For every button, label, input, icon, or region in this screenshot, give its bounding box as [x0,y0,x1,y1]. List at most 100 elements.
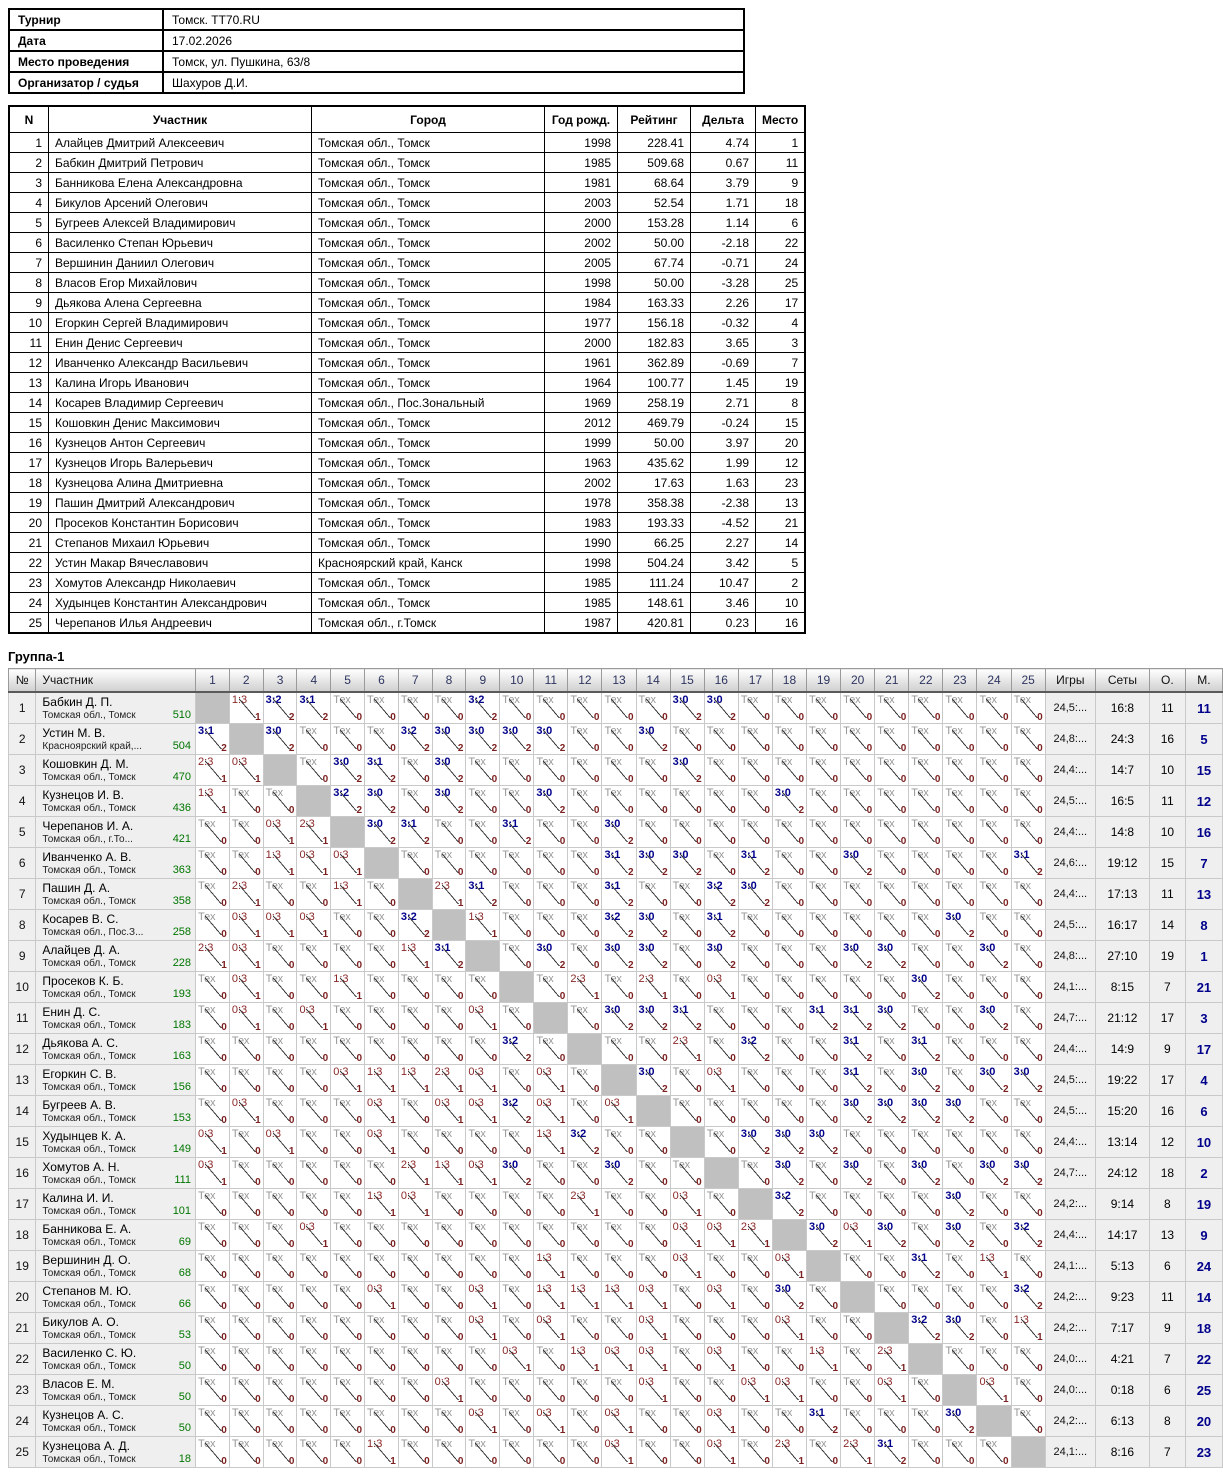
result-cell: Тех0 [330,1250,366,1282]
result-slash [306,1132,324,1152]
result-slash [238,946,256,966]
result-cell: Тех0 [601,1312,637,1344]
result-points: 0 [288,1084,295,1095]
result-points: 2 [457,805,464,816]
result-slash [747,1442,765,1462]
participant-cell: 3 [8,172,49,193]
result-slash [374,1008,392,1028]
diagonal-cell [806,1250,842,1282]
player-region: Томская обл., Томск [42,1143,136,1155]
result-cell: 3:12 [703,909,739,941]
result-slash [781,1132,799,1152]
result-slash [272,1132,290,1152]
participant-cell: Томская обл., Томск [311,192,545,213]
diagonal-cell [465,940,501,972]
result-slash [340,1039,358,1059]
result-slash [679,822,697,842]
result-slash [509,1442,527,1462]
crosstable-opponent-header: 24 [976,668,1012,693]
participant-cell: Кузнецов Антон Сергеевич [48,432,312,453]
result-slash [884,1411,902,1431]
result-cell: Тех0 [567,691,603,724]
participant-cell: 1998 [544,132,618,153]
result-cell: Тех0 [874,878,910,910]
result-slash [238,1101,256,1121]
result-slash [611,822,629,842]
result-points: 0 [798,712,805,723]
result-points: 0 [696,1456,702,1467]
crosstable-opponent-header: 10 [499,668,535,693]
games-cell: 24,0:... [1044,1374,1096,1406]
result-cell: Тех0 [499,691,535,724]
result-cell: 3:02 [874,1002,910,1034]
result-points: 0 [390,712,396,723]
result-points: 2 [968,1425,975,1436]
result-points: 0 [390,898,396,909]
result-slash [611,946,629,966]
result-points: 0 [1003,1301,1009,1312]
participant-cell: 153.28 [617,212,691,233]
player-cell: Бугреев А. В. Томская обл., Томск 153 [35,1095,197,1127]
place-cell: 13 [1184,878,1223,910]
participant-cell: 1964 [544,372,618,393]
result-slash [577,915,595,935]
participant-cell: 1969 [544,392,618,413]
result-cell: Тех0 [1010,909,1046,941]
result-cell: Тех0 [262,1250,298,1282]
result-cell: Тех0 [874,847,910,879]
participant-row: 24 Худынцев Константин Александрович Томск… [8,592,806,613]
result-points: 2 [934,1177,941,1188]
result-points: 2 [424,836,430,847]
result-points: 0 [390,1239,396,1250]
result-cell: 2:31 [669,1033,705,1065]
result-slash [1020,1008,1038,1028]
result-slash [816,853,834,873]
result-slash [679,1163,697,1183]
result-points: 0 [525,1239,532,1250]
result-points: 0 [1003,1363,1009,1374]
result-points: 2 [559,805,566,816]
result-slash [850,1163,868,1183]
result-points: 0 [1003,774,1009,785]
result-cell: Тех0 [397,691,433,724]
result-slash [679,1380,697,1400]
result-slash [952,791,970,811]
result-slash [850,853,868,873]
result-points: 0 [255,1084,261,1095]
row-number: 24 [7,1405,37,1437]
result-slash [340,1380,358,1400]
participants-col-header: N [8,105,49,133]
result-slash [306,1442,324,1462]
participant-cell: Томская обл., Томск [311,132,545,153]
result-slash [272,1380,290,1400]
result-points: 0 [934,1425,941,1436]
result-cell: Тех0 [330,1126,366,1158]
result-cell: 3:22 [330,785,366,817]
result-slash [205,1008,223,1028]
result-cell: 0:31 [465,1312,501,1344]
points-cell: 16 [1148,723,1186,755]
result-cell: Тех0 [364,1002,399,1034]
result-points: 0 [1037,960,1043,971]
result-points: 0 [356,1177,363,1188]
result-points: 0 [1003,929,1009,940]
result-slash [543,884,561,904]
result-cell: 3:02 [771,1157,808,1189]
result-slash [1020,1101,1038,1121]
result-cell: Тех0 [737,1281,773,1313]
result-cell: Тех0 [533,1374,569,1406]
result-slash [407,1132,425,1152]
participant-cell: Томская обл., Томск [311,512,545,533]
result-points: 1 [798,1332,805,1343]
result-cell: Тех0 [908,1436,944,1468]
result-points: 1 [627,1363,634,1374]
result-cell: Тех0 [942,1002,978,1034]
result-cell: 3:02 [908,971,944,1003]
result-points: 0 [627,1394,634,1405]
result-cell: 3:02 [635,940,671,972]
result-points: 1 [390,1146,396,1157]
result-cell: Тех0 [195,971,230,1003]
result-cell: Тех0 [330,723,366,755]
participant-cell: 1963 [544,452,618,473]
result-points: 0 [968,1363,975,1374]
